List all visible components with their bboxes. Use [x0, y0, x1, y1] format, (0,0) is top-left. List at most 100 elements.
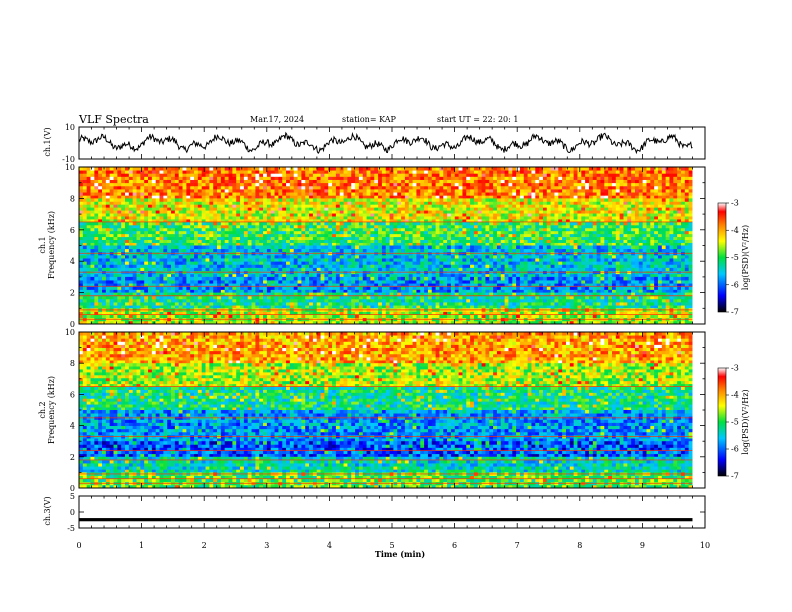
spectrogram-cell — [565, 239, 571, 243]
spectrogram-cell — [416, 204, 421, 208]
spectrogram-cell — [366, 273, 371, 278]
spectrogram-cell — [128, 242, 134, 246]
spectrogram-cell — [404, 176, 410, 180]
spectrogram-cell — [109, 236, 114, 241]
spectrogram-cell — [355, 173, 360, 177]
spectrogram-cell — [673, 264, 678, 268]
spectrogram-cell — [128, 201, 134, 205]
spectrogram-cell — [519, 224, 525, 229]
spectrogram-cell — [190, 185, 195, 190]
spectrogram-cell — [516, 201, 521, 205]
spectrogram-cell — [611, 219, 617, 223]
spectrogram-cell — [450, 204, 456, 208]
spectrogram-cell — [266, 188, 272, 193]
spectrogram-cell — [443, 185, 448, 190]
spectrogram-cell — [282, 176, 287, 180]
spectrogram-cell — [665, 230, 670, 235]
spectrogram-cell — [240, 195, 245, 199]
spectrogram-cell — [213, 233, 218, 238]
spectrogram-cell — [125, 219, 130, 223]
spectrogram-cell — [316, 176, 321, 180]
spectrogram-cell — [197, 273, 203, 278]
spectrogram-cell — [665, 170, 670, 174]
spectrogram-cell — [259, 176, 264, 180]
spectrogram-cell — [427, 170, 433, 174]
spectrogram-cell — [286, 173, 291, 177]
spectrogram-cell — [684, 195, 690, 199]
spectrogram-cell — [213, 176, 218, 180]
spectrogram-cell — [220, 182, 226, 187]
spectrogram-cell — [427, 230, 433, 235]
spectrogram-cell — [128, 185, 134, 190]
spectrogram-cell — [592, 216, 598, 220]
spectrogram-cell — [297, 210, 302, 214]
spectrogram-cell — [608, 224, 613, 229]
spectrogram-cell — [312, 182, 318, 187]
spectrogram-cell — [680, 242, 686, 246]
spectrogram-cell — [378, 210, 383, 214]
spectrogram-cell — [519, 221, 525, 226]
spectrogram-cell — [339, 273, 344, 278]
spectrogram-cell — [404, 219, 410, 223]
spectrogram-cell — [554, 224, 559, 229]
spectrogram-cell — [186, 195, 191, 199]
spectrogram-cell — [496, 179, 502, 184]
spectrogram-cell — [274, 233, 279, 238]
spectrogram-cell — [136, 192, 141, 196]
spectrogram-cell — [611, 173, 617, 177]
spectrogram-cell — [470, 221, 475, 226]
spectrogram-cell — [608, 227, 613, 232]
spectrogram-cell — [519, 176, 525, 180]
spectrogram-cell — [247, 182, 252, 187]
spectrogram-cell — [220, 167, 226, 171]
spectrogram-cell — [79, 179, 84, 184]
spectrogram-cell — [171, 264, 176, 268]
spectrogram-cell — [504, 219, 509, 223]
spectrogram-cell — [247, 219, 252, 223]
spectrogram-cell — [243, 179, 249, 184]
spectrogram-cell — [650, 201, 655, 205]
spectrogram-cell — [646, 167, 651, 171]
spectrogram-cell — [335, 233, 341, 238]
spectrogram-cell — [634, 216, 640, 220]
spectrogram-cell — [332, 230, 337, 235]
spectrogram-cell — [125, 195, 130, 199]
spectrogram-cell — [286, 227, 291, 232]
spectrogram-cell — [500, 224, 505, 229]
spectrogram-cell — [159, 188, 164, 193]
spectrogram-cell — [458, 201, 463, 205]
spectrogram-cell — [274, 230, 279, 235]
spectrogram-cell — [148, 182, 153, 187]
spectrogram-cell — [657, 224, 663, 229]
spectrogram-cell — [109, 261, 114, 265]
spectrogram-cell — [688, 236, 693, 241]
spectrogram-cell — [197, 219, 203, 223]
spectrogram-cell — [385, 239, 390, 243]
spectrogram-cell — [148, 201, 153, 205]
spectrogram-cell — [362, 204, 367, 208]
spectrogram-cell — [608, 273, 613, 278]
spectrogram-cell — [102, 213, 107, 217]
spectrogram-cell — [477, 224, 482, 229]
spectrogram-cell — [508, 192, 513, 196]
spectrogram-cell — [439, 221, 444, 226]
spectrogram-cell — [546, 224, 552, 229]
spectrogram-cell — [381, 170, 387, 174]
spectrogram-cell — [470, 267, 475, 272]
spectrogram-cell — [358, 167, 364, 171]
spectrogram-cell — [385, 188, 390, 193]
spectrogram-cell — [527, 213, 532, 217]
spectrogram-cell — [186, 192, 191, 196]
spectrogram-cell — [209, 195, 214, 199]
spectrogram-cell — [408, 188, 413, 193]
spectrogram-cell — [370, 242, 375, 246]
spectrogram-cell — [178, 188, 183, 193]
spectrogram-cell — [661, 210, 667, 214]
spectrogram-cell — [144, 170, 149, 174]
spectrogram-cell — [293, 273, 298, 278]
spectrogram-cell — [159, 176, 164, 180]
spectrogram-cell — [351, 167, 356, 171]
spectrogram-cell — [565, 188, 571, 193]
spectrogram-cell — [86, 233, 91, 238]
